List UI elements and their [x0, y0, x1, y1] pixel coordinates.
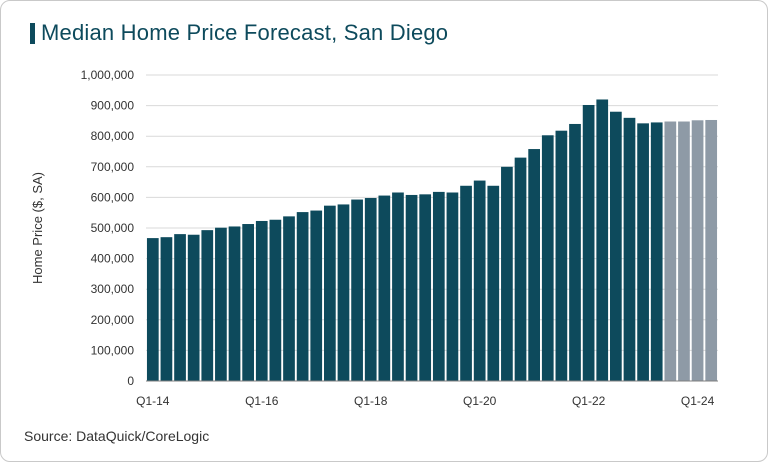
actual-bar — [337, 204, 350, 381]
actual-bar — [405, 194, 418, 381]
actual-bar — [269, 219, 282, 381]
actual-bar — [473, 180, 486, 381]
actual-bar — [242, 224, 254, 381]
y-tick-label: 100,000 — [91, 343, 135, 357]
actual-bar — [460, 185, 472, 381]
actual-bar — [582, 104, 595, 381]
actual-bar — [637, 123, 649, 382]
y-tick-label: 1,000,000 — [81, 68, 135, 82]
actual-bar — [528, 149, 540, 381]
actual-bar — [351, 199, 363, 381]
y-tick-label: 500,000 — [91, 221, 135, 235]
bars — [146, 99, 718, 382]
y-axis-ticks: 0 100,000 200,000 300,000 400,000 500,000 600,… — [81, 68, 135, 388]
y-tick-label: 200,000 — [91, 313, 135, 327]
forecast-bar — [664, 121, 677, 382]
forecast-bar — [678, 121, 690, 382]
actual-bar — [446, 192, 459, 381]
actual-bar — [174, 234, 186, 381]
actual-bar — [310, 210, 323, 381]
actual-bar — [378, 195, 391, 381]
actual-bar — [419, 194, 432, 381]
y-tick-label: 600,000 — [91, 190, 135, 204]
actual-bar — [487, 185, 500, 381]
actual-bar — [228, 226, 241, 381]
y-tick-label: 400,000 — [91, 252, 135, 266]
actual-bar — [432, 191, 445, 381]
actual-bar — [364, 198, 377, 381]
x-tick-label: Q1-24 — [681, 394, 715, 408]
actual-bar — [569, 123, 581, 382]
x-tick-label: Q1-14 — [136, 394, 170, 408]
actual-bar — [596, 99, 609, 381]
actual-bar — [392, 192, 404, 381]
x-tick-label: Q1-18 — [354, 394, 388, 408]
y-axis-label: Home Price ($, SA) — [30, 172, 45, 284]
actual-bar — [160, 237, 173, 381]
actual-bar — [541, 135, 554, 381]
actual-bar — [623, 117, 636, 381]
actual-bar — [215, 227, 227, 381]
actual-bar — [501, 166, 513, 381]
actual-bar — [201, 230, 214, 381]
y-tick-label: 300,000 — [91, 282, 135, 296]
x-tick-label: Q1-16 — [245, 394, 279, 408]
chart-title: Median Home Price Forecast, San Diego — [41, 20, 449, 45]
y-tick-label: 0 — [127, 374, 134, 388]
y-tick-label: 700,000 — [91, 160, 135, 174]
actual-bar — [650, 122, 663, 382]
x-tick-label: Q1-22 — [572, 394, 606, 408]
actual-bar — [296, 212, 309, 381]
x-axis-ticks: Q1-14 Q1-16 Q1-18 Q1-20 Q1-22 Q1-24 — [136, 394, 714, 408]
actual-bar — [324, 205, 336, 381]
forecast-bar — [691, 120, 704, 382]
actual-bar — [610, 111, 622, 381]
chart-title-block: Median Home Price Forecast, San Diego — [30, 20, 448, 46]
actual-bar — [555, 130, 568, 381]
y-tick-label: 800,000 — [91, 129, 135, 143]
actual-bar — [283, 216, 295, 381]
source-note: Source: DataQuick/CoreLogic — [24, 428, 210, 444]
actual-bar — [146, 238, 159, 381]
title-accent-bar — [30, 22, 35, 44]
x-tick-label: Q1-20 — [463, 394, 497, 408]
actual-bar — [187, 234, 200, 381]
forecast-bar — [705, 119, 718, 382]
actual-bar — [514, 157, 527, 381]
y-tick-label: 900,000 — [91, 99, 135, 113]
gridlines — [146, 74, 718, 351]
actual-bar — [255, 220, 268, 381]
